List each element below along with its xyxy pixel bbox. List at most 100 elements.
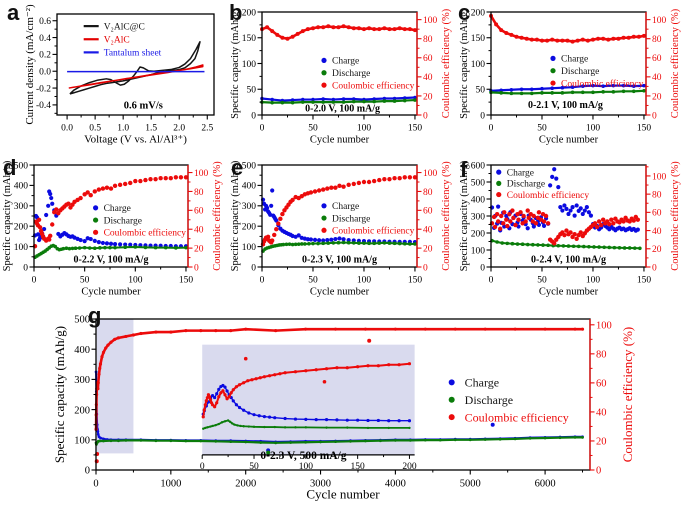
svg-text:Charge: Charge xyxy=(104,204,131,214)
svg-text:2000: 2000 xyxy=(235,479,256,490)
svg-text:40: 40 xyxy=(596,408,607,419)
panel-f-plot: 0 50 100 150 0 100 200 300 400 500 600 0 20 40 60 80 100… xyxy=(457,153,686,305)
svg-text:150: 150 xyxy=(471,34,486,44)
svg-text:Charge: Charge xyxy=(332,202,359,212)
svg-text:0-2.3 V, 500 mA/g: 0-2.3 V, 500 mA/g xyxy=(260,450,346,462)
svg-text:200: 200 xyxy=(14,223,29,233)
svg-text:300: 300 xyxy=(242,202,257,212)
svg-text:20: 20 xyxy=(423,244,433,254)
svg-text:50: 50 xyxy=(249,462,259,472)
svg-text:50: 50 xyxy=(308,124,318,134)
svg-text:500: 500 xyxy=(14,161,29,171)
svg-text:0: 0 xyxy=(32,276,37,286)
svg-text:80: 80 xyxy=(596,350,607,361)
svg-text:100: 100 xyxy=(423,169,438,179)
svg-text:Coulombic efficiency: Coulombic efficiency xyxy=(465,410,569,424)
svg-text:3000: 3000 xyxy=(310,479,331,490)
svg-text:200: 200 xyxy=(242,8,257,18)
panel-f: f 0 50 100 150 0 100 200 300 400 500 600 0 20 40 60 80 1… xyxy=(457,153,686,305)
svg-text:80: 80 xyxy=(652,35,662,45)
svg-text:Coulombic efficiency: Coulombic efficiency xyxy=(561,78,644,89)
svg-text:0: 0 xyxy=(93,479,98,490)
panel-d-plot: 0 50 100 150 0 100 200 300 400 500 0 20 40 60 80 100 Cyc… xyxy=(0,153,228,305)
svg-text:150: 150 xyxy=(351,462,366,472)
svg-text:60: 60 xyxy=(423,54,433,64)
panel-g: g 0 1000 2000 3000 4000 5000 6000 0 100 200 300 400… xyxy=(0,305,686,518)
svg-text:200: 200 xyxy=(242,223,257,233)
svg-text:50: 50 xyxy=(308,276,318,286)
svg-text:40: 40 xyxy=(423,226,433,236)
svg-text:4000: 4000 xyxy=(385,479,406,490)
svg-text:100: 100 xyxy=(586,276,601,286)
svg-text:500: 500 xyxy=(74,315,90,326)
svg-text:80: 80 xyxy=(423,35,433,45)
svg-text:0: 0 xyxy=(596,466,601,477)
svg-text:40: 40 xyxy=(423,73,433,83)
svg-text:200: 200 xyxy=(402,462,417,472)
svg-text:Discharge: Discharge xyxy=(507,180,545,190)
svg-text:50: 50 xyxy=(80,276,90,286)
svg-text:Specific capacity (mAh/g): Specific capacity (mAh/g) xyxy=(459,8,470,119)
svg-text:0-2.4 V, 100 mA/g: 0-2.4 V, 100 mA/g xyxy=(531,254,606,265)
svg-text:20: 20 xyxy=(423,92,433,102)
svg-text:600: 600 xyxy=(471,161,486,171)
svg-text:Cycle number: Cycle number xyxy=(306,487,380,502)
svg-text:2.5: 2.5 xyxy=(201,124,213,134)
svg-text:Current density (mA/cm⁻²): Current density (mA/cm⁻²) xyxy=(24,4,36,125)
svg-text:Specific capacity (mAh/g): Specific capacity (mAh/g) xyxy=(459,160,470,271)
svg-text:Specific capacity (mAh/g): Specific capacity (mAh/g) xyxy=(52,326,67,463)
svg-text:300: 300 xyxy=(471,212,486,222)
panel-c-plot: 0 50 100 150 0 50 100 150 200 0 20 40 60 80 100 Cycle n… xyxy=(457,0,686,153)
svg-text:100: 100 xyxy=(423,16,438,26)
svg-text:50: 50 xyxy=(476,86,486,96)
svg-text:0: 0 xyxy=(251,111,256,121)
panel-g-letter: g xyxy=(88,303,102,328)
svg-text:0.6: 0.6 xyxy=(39,17,51,27)
svg-text:0: 0 xyxy=(23,263,28,273)
svg-text:150: 150 xyxy=(408,276,423,286)
svg-text:20: 20 xyxy=(652,245,662,255)
panel-g-svg: 0 1000 2000 3000 4000 5000 6000010020030040050… xyxy=(52,315,635,502)
svg-text:0: 0 xyxy=(423,111,428,121)
svg-text:0: 0 xyxy=(480,263,485,273)
svg-text:50: 50 xyxy=(537,276,547,286)
svg-text:40: 40 xyxy=(652,227,662,237)
svg-text:150: 150 xyxy=(637,276,652,286)
svg-text:300: 300 xyxy=(14,202,29,212)
panel-d-svg: 0 50 100 1500100200300400500020406080100Cyc… xyxy=(2,160,223,298)
svg-text:150: 150 xyxy=(242,34,257,44)
svg-text:Cycle number: Cycle number xyxy=(81,287,141,298)
svg-text:100: 100 xyxy=(586,124,601,134)
panel-b-letter: b xyxy=(229,0,243,25)
svg-text:Coulombic efficiency (%): Coulombic efficiency (%) xyxy=(620,327,635,463)
svg-text:0: 0 xyxy=(260,276,265,286)
svg-text:5000: 5000 xyxy=(460,479,481,490)
panel-f-svg: 0 50 100 1500100200300400500600020406080100… xyxy=(459,160,681,297)
svg-text:500: 500 xyxy=(471,178,486,188)
svg-text:Charge: Charge xyxy=(561,55,588,65)
svg-text:20: 20 xyxy=(194,244,204,254)
panel-e-svg: 0 50 100 1500100200300400500020406080100Cyc… xyxy=(230,160,452,297)
svg-text:80: 80 xyxy=(652,190,662,200)
svg-text:0.6 mV/s: 0.6 mV/s xyxy=(124,101,163,112)
panel-a-letter: a xyxy=(7,0,20,25)
svg-text:Coulombic efficiency (%): Coulombic efficiency (%) xyxy=(212,161,223,271)
panel-c-letter: c xyxy=(458,0,471,25)
svg-text:1000: 1000 xyxy=(160,479,181,490)
panel-b: b 0 50 100 150 0 50 100 150 200 0 20 40 60 80 100 Cycle… xyxy=(228,0,457,153)
svg-text:Discharge: Discharge xyxy=(332,69,370,79)
svg-text:40: 40 xyxy=(194,226,204,236)
svg-text:20: 20 xyxy=(652,92,662,102)
svg-text:Discharge: Discharge xyxy=(465,393,513,407)
svg-text:150: 150 xyxy=(179,276,194,286)
svg-text:Discharge: Discharge xyxy=(104,216,142,226)
svg-text:150: 150 xyxy=(637,124,652,134)
svg-text:100: 100 xyxy=(299,462,314,472)
svg-text:0.4: 0.4 xyxy=(39,34,51,44)
svg-text:0: 0 xyxy=(200,462,205,472)
svg-text:0: 0 xyxy=(652,111,657,121)
svg-text:Voltage (V vs. Al/Al³⁺): Voltage (V vs. Al/Al³⁺) xyxy=(84,134,187,146)
svg-text:100: 100 xyxy=(357,124,372,134)
svg-text:150: 150 xyxy=(408,124,423,134)
svg-text:80: 80 xyxy=(423,188,433,198)
